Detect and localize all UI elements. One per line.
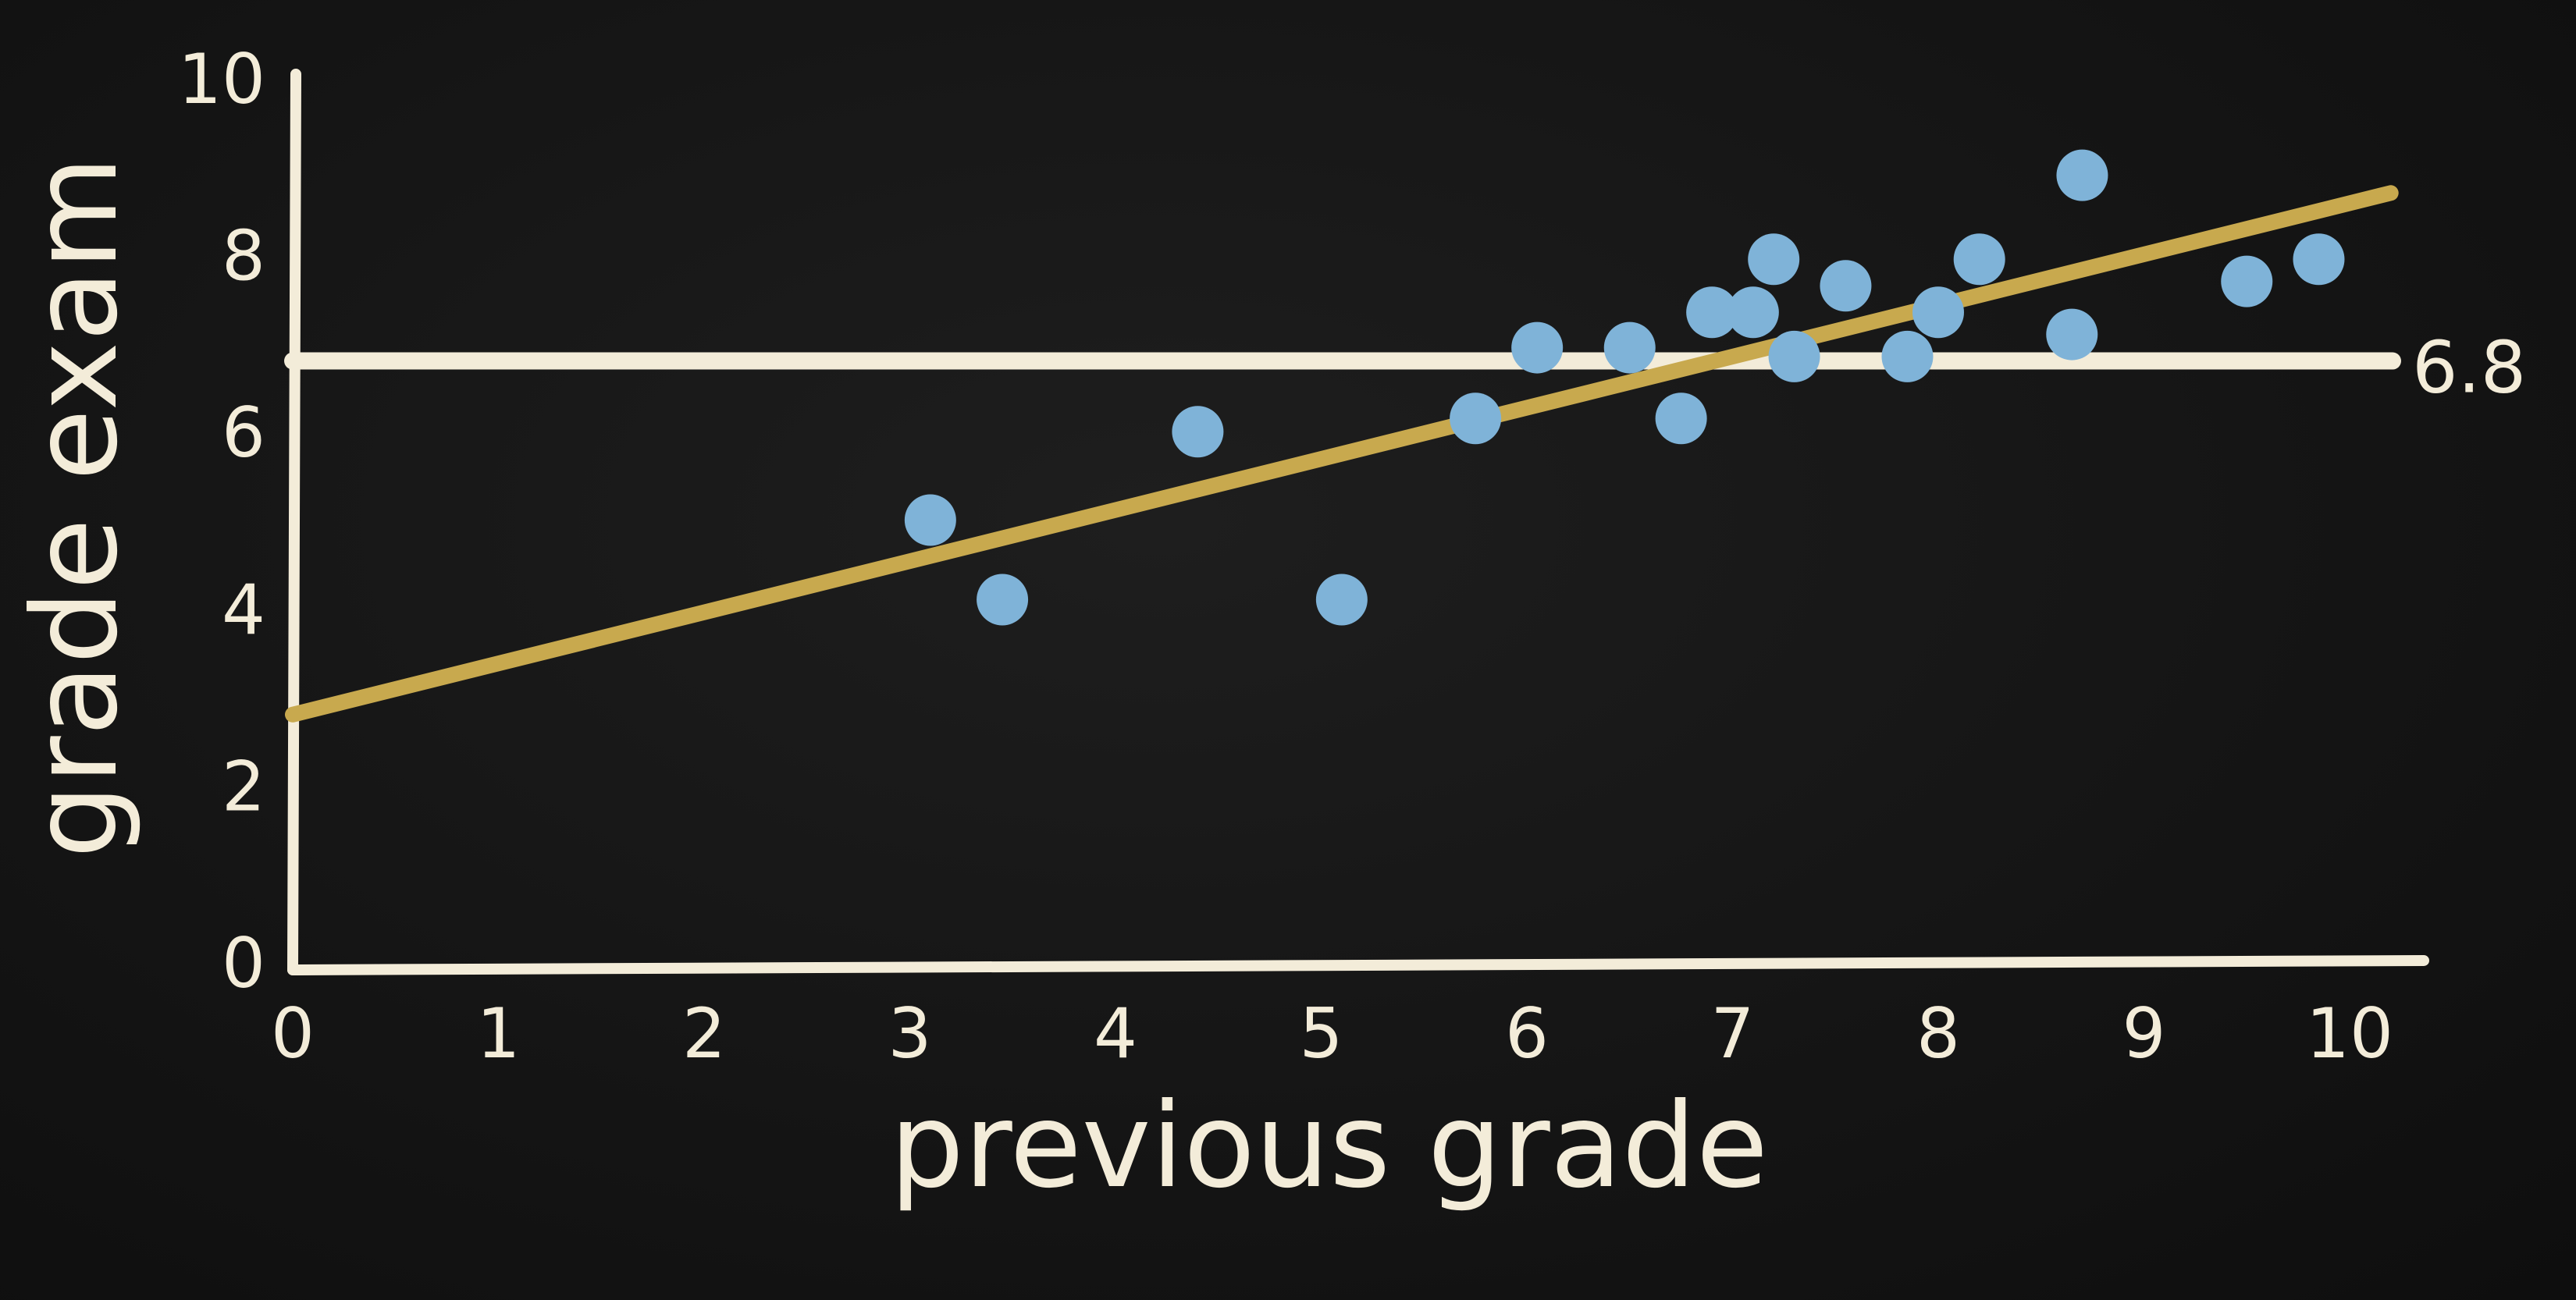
x-tick-label: 3 bbox=[888, 993, 932, 1074]
x-tick-label: 5 bbox=[1300, 993, 1343, 1074]
data-point-9 bbox=[1686, 286, 1738, 339]
x-tick-label: 0 bbox=[271, 993, 315, 1074]
x-axis-title: previous grade bbox=[890, 1078, 1768, 1214]
x-tick-label: 2 bbox=[682, 993, 726, 1074]
mean-line-label: 6.8 bbox=[2412, 326, 2526, 410]
data-point-10 bbox=[1727, 286, 1779, 339]
data-point-4 bbox=[1315, 574, 1368, 626]
x-tick-label: 9 bbox=[2122, 993, 2166, 1074]
x-tick-label: 7 bbox=[1711, 993, 1755, 1074]
data-point-20 bbox=[2293, 233, 2345, 286]
data-point-3 bbox=[1172, 406, 1224, 458]
y-tick-label: 10 bbox=[178, 39, 265, 119]
data-point-5 bbox=[1450, 392, 1502, 445]
y-tick-label: 4 bbox=[222, 570, 265, 650]
data-point-8 bbox=[1655, 392, 1707, 445]
x-tick-label: 10 bbox=[2306, 993, 2393, 1074]
regression-line bbox=[285, 185, 2399, 723]
y-tick-label: 6 bbox=[222, 392, 265, 473]
x-tick-label: 6 bbox=[1505, 993, 1549, 1074]
data-point-18 bbox=[2056, 149, 2108, 201]
data-point-12 bbox=[1768, 330, 1820, 382]
data-point-19 bbox=[2221, 255, 2273, 307]
data-point-1 bbox=[904, 494, 956, 546]
y-tick-label: 8 bbox=[222, 216, 265, 297]
x-tick-label: 1 bbox=[477, 993, 521, 1074]
data-point-16 bbox=[1953, 233, 2005, 286]
x-tick-label: 4 bbox=[1094, 993, 1137, 1074]
data-point-13 bbox=[1820, 260, 1872, 312]
y-axis-line bbox=[287, 69, 301, 975]
x-axis-line bbox=[287, 955, 2429, 975]
data-point-17 bbox=[2046, 308, 2098, 361]
data-point-7 bbox=[1603, 321, 1656, 374]
data-point-6 bbox=[1511, 321, 1564, 374]
y-tick-label: 2 bbox=[222, 746, 265, 826]
y-axis-title: grade exam bbox=[8, 156, 144, 858]
data-point-14 bbox=[1881, 330, 1934, 382]
x-tick-label: 8 bbox=[1916, 993, 1960, 1074]
data-point-11 bbox=[1748, 233, 1800, 286]
data-point-15 bbox=[1912, 286, 1964, 339]
data-point-2 bbox=[977, 574, 1029, 626]
y-tick-label: 0 bbox=[222, 923, 265, 1003]
